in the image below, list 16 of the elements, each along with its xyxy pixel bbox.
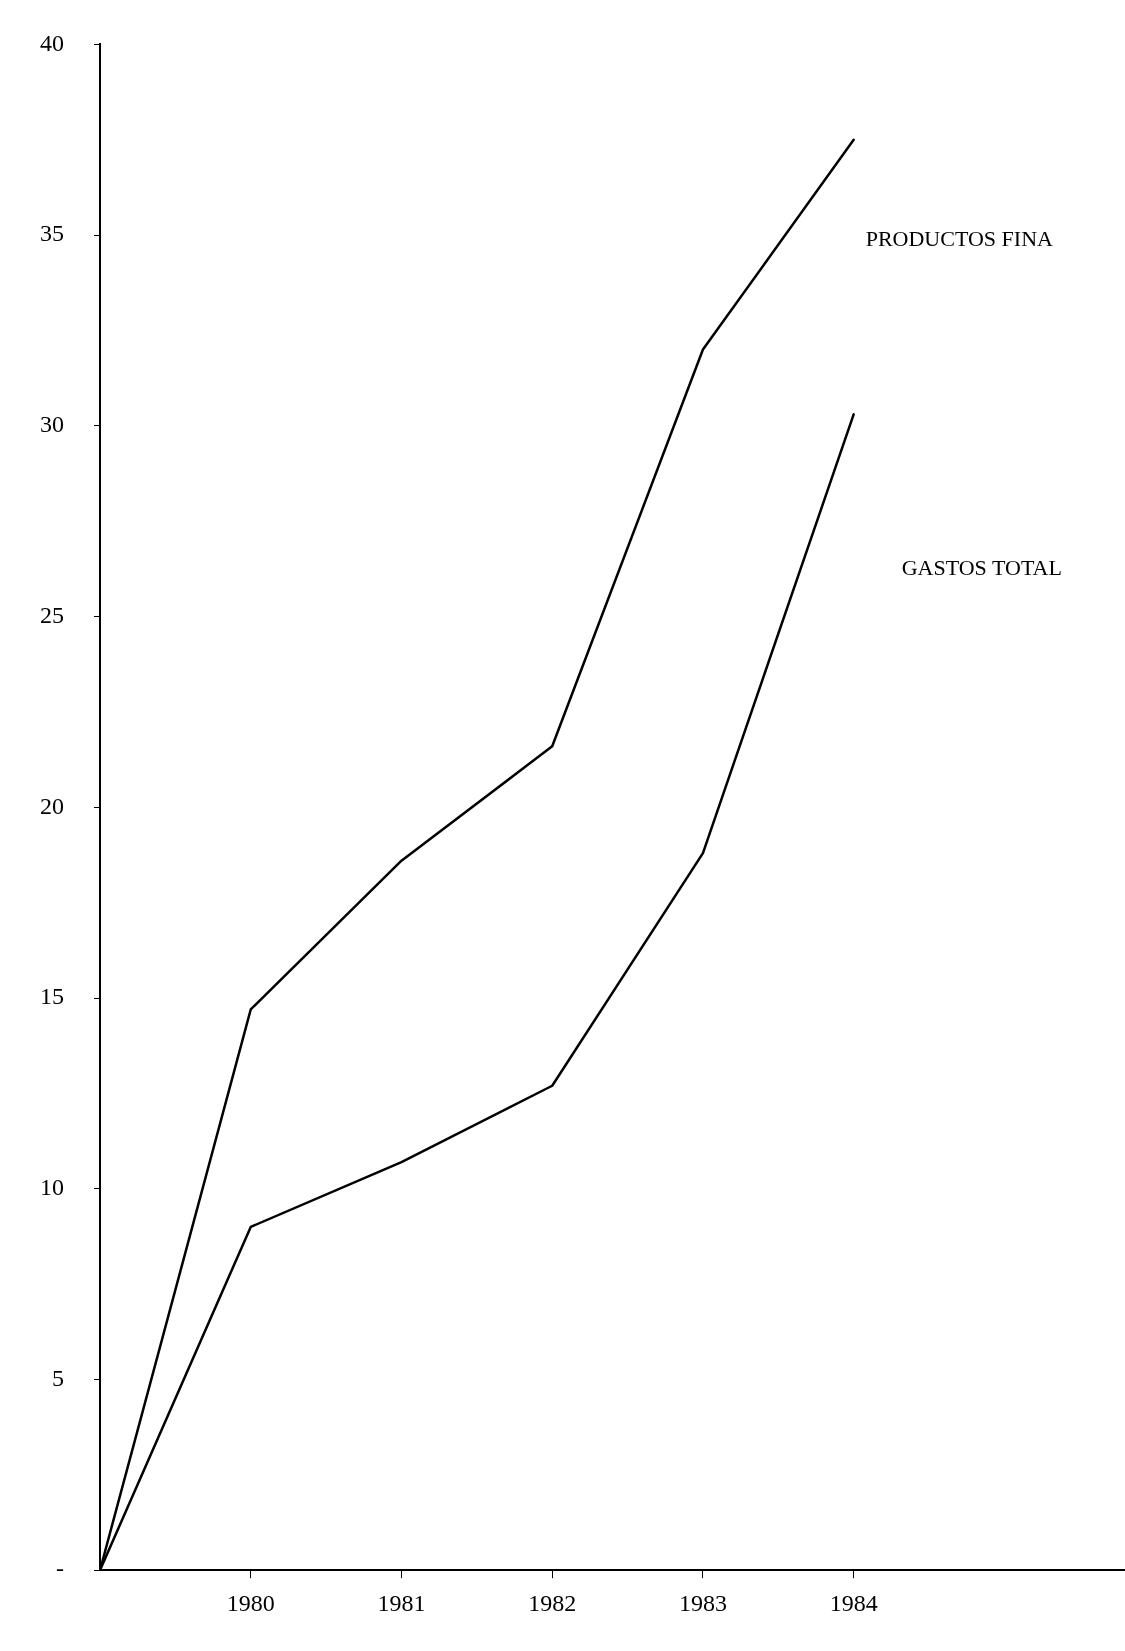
y-tick-label: 30: [40, 411, 64, 438]
x-tick-label: 1981: [377, 1589, 426, 1616]
text: GASTOS TOTAL: [901, 555, 1062, 581]
x-tick-label: 1982: [528, 1589, 577, 1616]
y-tick-label: 20: [40, 792, 64, 819]
y-tick-label: 35: [40, 220, 64, 247]
y-tick-label: 5: [52, 1364, 64, 1391]
y-tick-label: 40: [40, 29, 64, 56]
x-tick-label: 1980: [226, 1589, 275, 1616]
y-tick-label: 25: [40, 601, 64, 628]
y-tick-label: 10: [40, 1174, 64, 1201]
x-tick-label: 1984: [829, 1589, 878, 1616]
y-tick-label: -: [56, 1555, 64, 1582]
y-tick-label: 15: [40, 983, 64, 1010]
x-tick-label: 1983: [678, 1589, 727, 1616]
text: PRODUCTOS FINA: [865, 225, 1054, 251]
